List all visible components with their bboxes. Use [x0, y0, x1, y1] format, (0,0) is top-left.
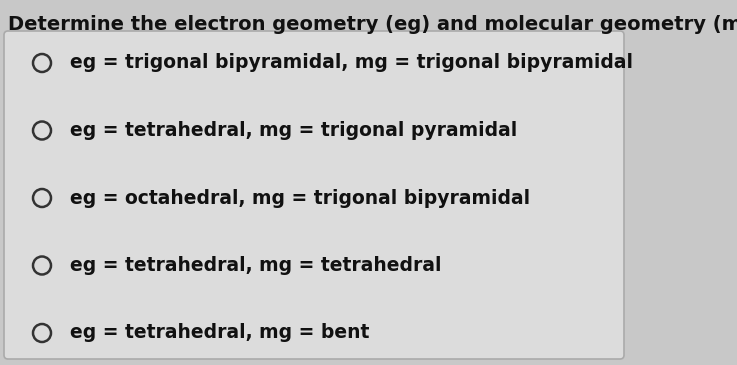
- Text: Determine the electron geometry (eg) and molecular geometry (mg) of SiF₄.: Determine the electron geometry (eg) and…: [8, 15, 737, 34]
- Text: eg = tetrahedral, mg = bent: eg = tetrahedral, mg = bent: [70, 323, 369, 342]
- Text: eg = trigonal bipyramidal, mg = trigonal bipyramidal: eg = trigonal bipyramidal, mg = trigonal…: [70, 54, 633, 73]
- FancyBboxPatch shape: [4, 31, 624, 359]
- Text: eg = octahedral, mg = trigonal bipyramidal: eg = octahedral, mg = trigonal bipyramid…: [70, 188, 530, 207]
- Text: eg = tetrahedral, mg = tetrahedral: eg = tetrahedral, mg = tetrahedral: [70, 256, 441, 275]
- Text: eg = tetrahedral, mg = trigonal pyramidal: eg = tetrahedral, mg = trigonal pyramida…: [70, 121, 517, 140]
